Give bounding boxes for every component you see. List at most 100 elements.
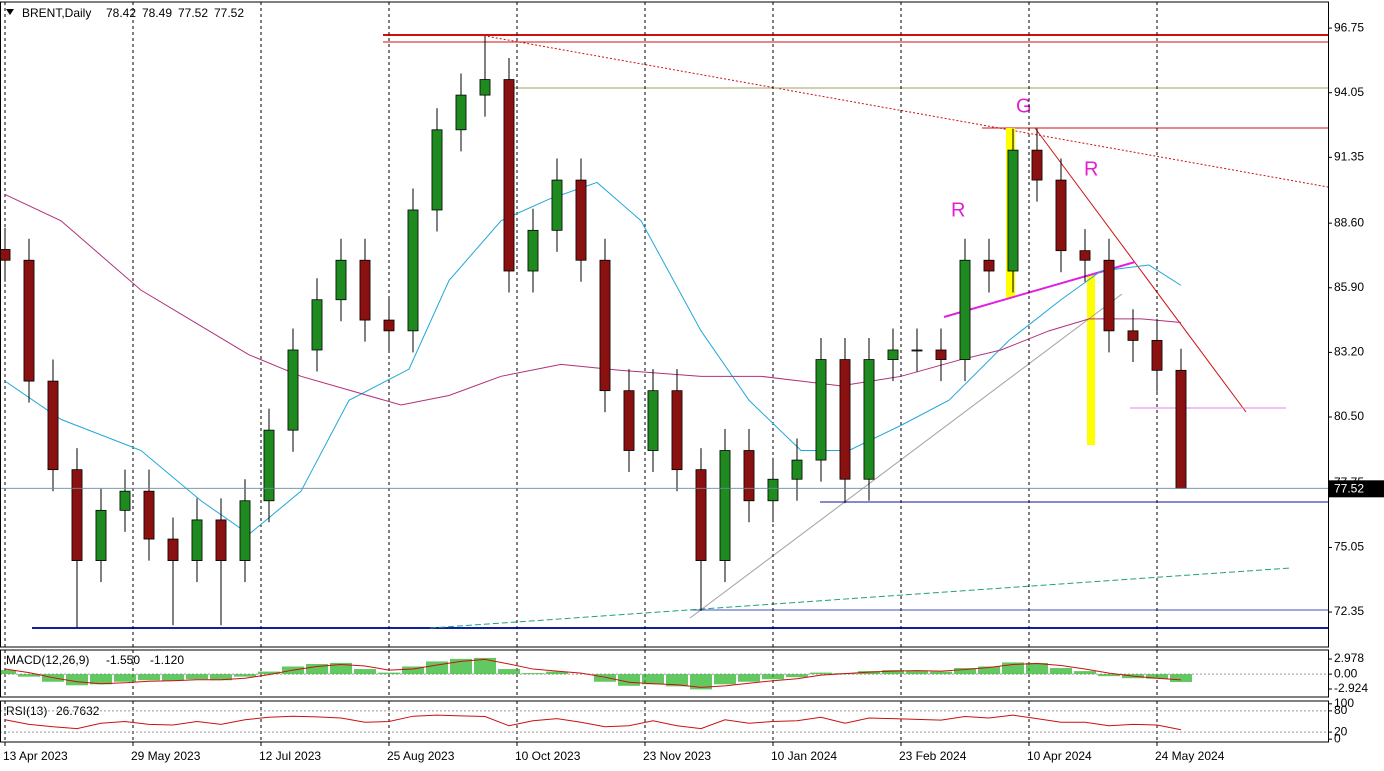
macd-bar (354, 669, 376, 675)
macd-bar (66, 674, 88, 686)
y-tick-label: 80.50 (1334, 409, 1364, 423)
macd-bar (162, 674, 184, 681)
macd-bar (546, 671, 568, 675)
candle-body (479, 79, 491, 96)
header-open: 78.42 (106, 6, 136, 20)
macd-bar (306, 663, 328, 675)
macd-bar (330, 662, 352, 675)
macd-bar (882, 670, 904, 675)
macd-bar (1170, 674, 1192, 683)
x-tick-label: 13 Apr 2023 (3, 749, 68, 763)
candle-body (0, 249, 11, 261)
macd-bar (1050, 668, 1072, 675)
macd-bar (762, 674, 784, 680)
macd-bar (1026, 662, 1048, 675)
macd-bar (114, 674, 136, 682)
candle-body (527, 229, 539, 272)
macd-bar (0, 670, 16, 675)
candle-body (23, 259, 35, 382)
macd-bar (1074, 671, 1096, 675)
candle-body (335, 259, 347, 301)
candle-body (407, 209, 419, 332)
annotation: R (951, 199, 965, 221)
candle-body (455, 94, 467, 131)
candle-body (119, 490, 131, 511)
macd-bar (1146, 674, 1168, 679)
candle-body (623, 390, 635, 451)
macd-bar (954, 668, 976, 675)
candle-body (719, 450, 731, 562)
macd-bar (810, 672, 832, 675)
macd-bar (18, 674, 40, 677)
menu-arrow[interactable] (6, 9, 14, 15)
macd-bar (426, 661, 448, 675)
candle-body (647, 390, 659, 451)
candle-body (1175, 369, 1187, 489)
candle-body (983, 259, 995, 272)
macd-bar (978, 666, 1000, 675)
candle-body (863, 359, 875, 480)
candle-body (431, 129, 443, 211)
candle-body (95, 509, 107, 562)
signal-value: -1.120 (150, 653, 184, 667)
x-tick-label: 25 Aug 2023 (387, 749, 455, 763)
y-tick-label: 91.35 (1334, 149, 1364, 163)
x-tick-label: 12 Jul 2023 (259, 749, 321, 763)
y-tick-label: 85.90 (1334, 280, 1364, 294)
macd-bar (378, 672, 400, 675)
candle-body (359, 259, 371, 321)
candle-body (1055, 179, 1067, 252)
trend-line (689, 293, 1123, 619)
macd-bar (234, 674, 256, 677)
macd-bar (138, 674, 160, 681)
y-tick-label: 0 (1334, 731, 1341, 745)
candle-body (143, 490, 155, 540)
last-price-label: 77.52 (1334, 481, 1364, 495)
candle-body (935, 349, 947, 360)
candle-body (191, 519, 203, 562)
x-tick-label: 10 Oct 2023 (515, 749, 581, 763)
symbol: BRENT,Daily (22, 6, 91, 20)
candle-body (791, 459, 803, 480)
rsi-line (4, 714, 1182, 731)
trend-line (1034, 127, 1247, 413)
y-tick-label: -2.924 (1334, 681, 1368, 695)
candle-body (815, 359, 827, 461)
y-tick-label: 88.60 (1334, 215, 1364, 229)
macd-bar (474, 657, 496, 675)
macd-bar (522, 673, 544, 675)
macd-bar (714, 674, 736, 685)
y-tick-label: 2.978 (1334, 651, 1364, 665)
x-tick-label: 23 Feb 2024 (899, 749, 967, 763)
x-tick-label: 10 Apr 2024 (1027, 749, 1092, 763)
candle-body (1151, 340, 1163, 371)
candle-body (767, 478, 779, 502)
y-tick-label: 94.05 (1334, 85, 1364, 99)
y-tick-label: 20 (1334, 724, 1348, 738)
candle-body (1031, 149, 1043, 181)
signal-line (4, 658, 1182, 688)
highlight (1087, 275, 1095, 445)
candle-body (215, 519, 227, 562)
candle-body (1079, 250, 1091, 261)
macd-bar (402, 666, 424, 675)
macd-bar (786, 674, 808, 678)
candle-body (887, 349, 899, 360)
moving-average (4, 193, 1182, 406)
y-tick-label: 83.20 (1334, 345, 1364, 359)
candle-body (599, 259, 611, 392)
y-tick-label: 100 (1334, 696, 1354, 710)
candle-body (695, 469, 707, 562)
macd-bar (642, 674, 664, 685)
candle-body (671, 390, 683, 471)
panel-border (0, 649, 1329, 698)
candle-body (743, 450, 755, 502)
macd-bar (930, 671, 952, 675)
candle-body (551, 179, 563, 231)
y-tick-label: 72.35 (1334, 604, 1364, 618)
candle-body (1103, 259, 1115, 332)
macd-bar (186, 674, 208, 680)
y-tick-label: 96.75 (1334, 20, 1364, 34)
x-tick-label: 29 May 2023 (131, 749, 201, 763)
